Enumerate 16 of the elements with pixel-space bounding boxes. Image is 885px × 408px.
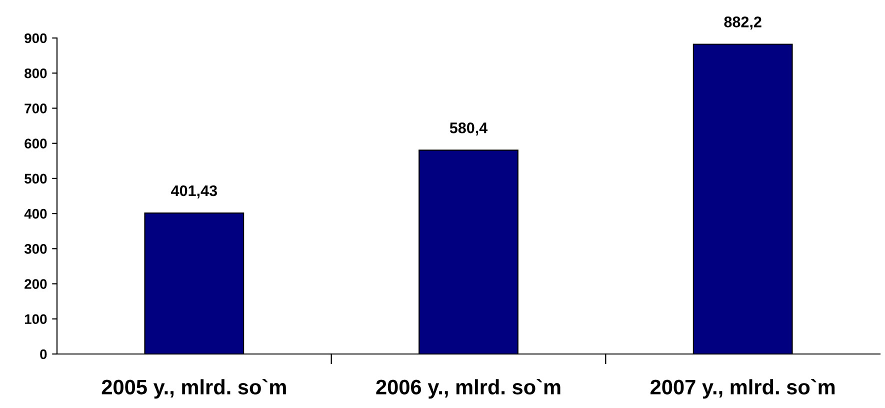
x-tick-label: 2007 y., mlrd. so`m xyxy=(650,379,835,399)
y-tick-label: 500 xyxy=(24,174,47,184)
y-tick-label: 400 xyxy=(24,208,47,219)
y-tick-label: 900 xyxy=(24,33,47,44)
data-label: 580,4 xyxy=(450,122,488,136)
y-tick-label: 600 xyxy=(24,138,47,149)
y-tick-label: 300 xyxy=(24,244,47,254)
y-tick-label: 700 xyxy=(24,104,47,114)
y-tick-label: 100 xyxy=(24,314,47,324)
y-tick-label: 0 xyxy=(40,349,47,360)
x-tick-label: 2005 y., mlrd. so`m xyxy=(102,379,286,399)
x-tick-label: 2006 y., mlrd. so`m xyxy=(376,379,560,399)
y-tick-label: 800 xyxy=(24,68,47,78)
data-label: 882,2 xyxy=(724,16,762,30)
data-label: 401,43 xyxy=(171,185,217,198)
y-tick-label: 200 xyxy=(24,279,47,289)
